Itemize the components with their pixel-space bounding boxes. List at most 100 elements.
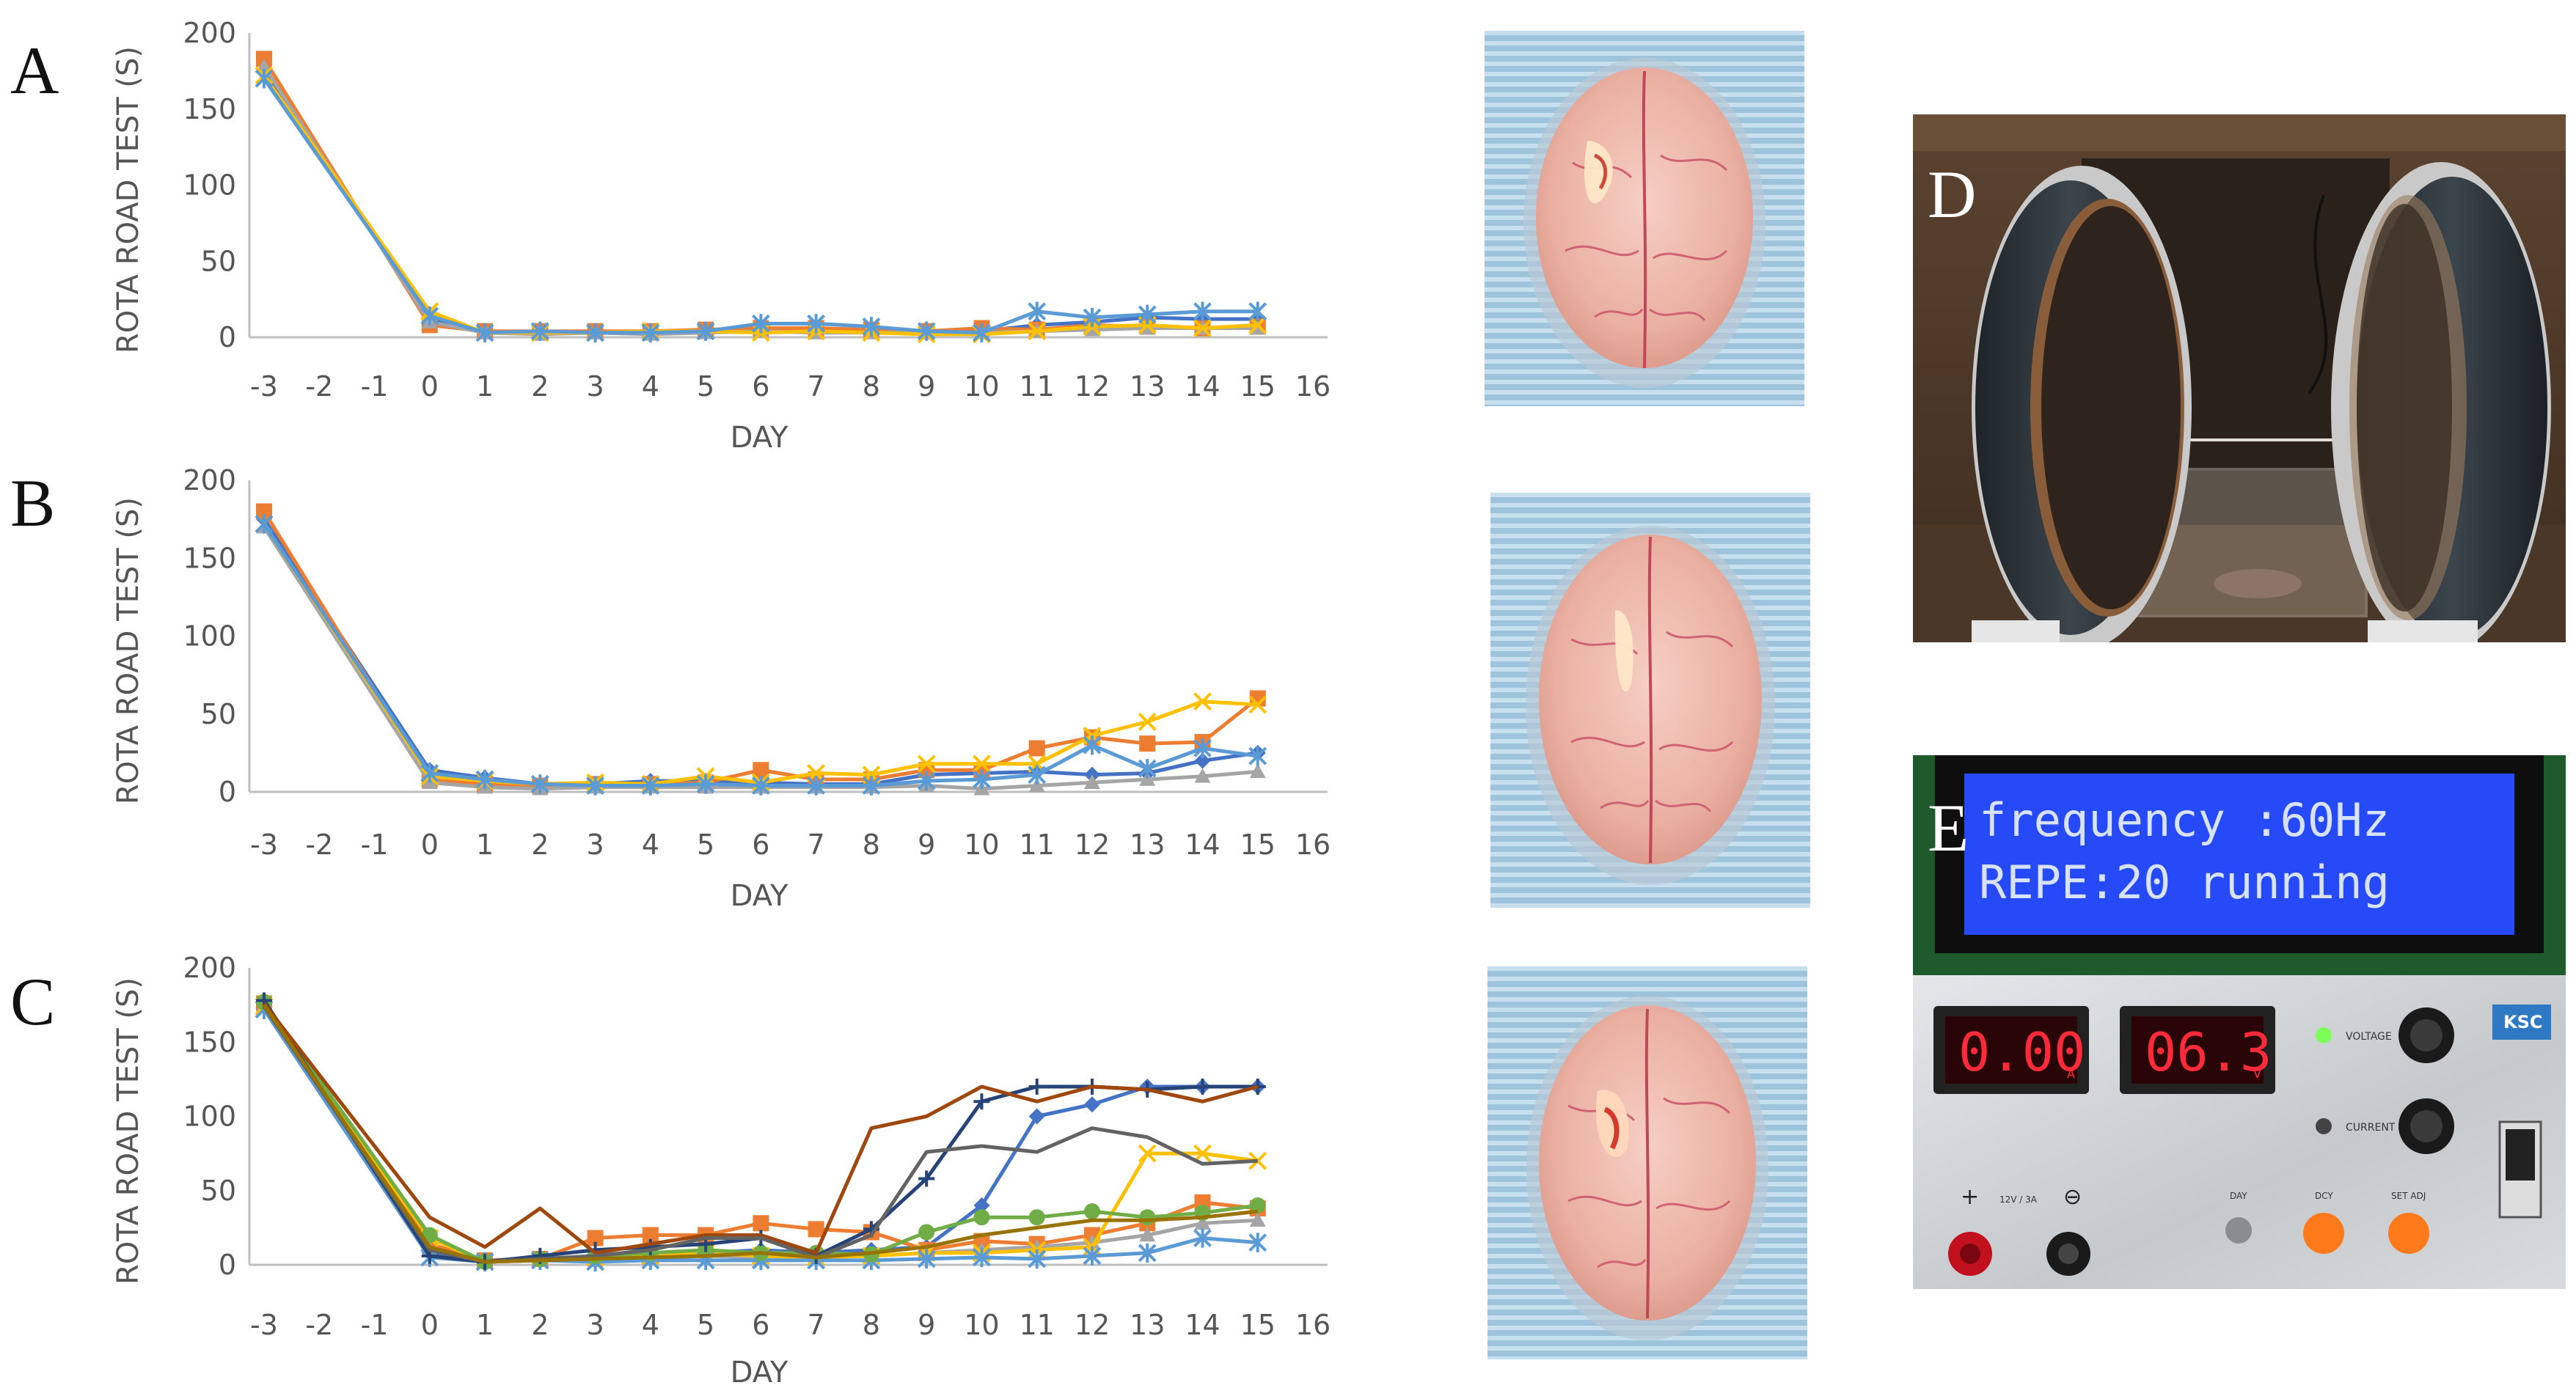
panel-label-c: C xyxy=(10,964,56,1039)
x-tick-label: 3 xyxy=(586,1309,604,1341)
button-3-label: SET ADJ xyxy=(2391,1191,2426,1201)
x-tick-label: 8 xyxy=(863,1309,880,1341)
panel-label-a: A xyxy=(10,33,59,108)
x-axis-label: DAY xyxy=(731,1356,788,1389)
data-point xyxy=(696,774,715,794)
brand-logo: KSC xyxy=(2503,1012,2543,1032)
x-tick-label: 2 xyxy=(531,370,549,403)
x-tick-label: 14 xyxy=(1185,1309,1220,1341)
x-tick-label: -1 xyxy=(361,829,389,861)
data-point xyxy=(753,762,769,779)
data-point xyxy=(1193,1144,1212,1163)
coil-apparatus-photo: D xyxy=(1913,114,2566,642)
data-point xyxy=(641,323,660,342)
x-tick-label: 12 xyxy=(1075,829,1110,861)
data-point xyxy=(1248,746,1267,766)
x-tick-label: 8 xyxy=(863,370,880,403)
data-point xyxy=(1083,1234,1100,1249)
data-point xyxy=(1028,1108,1045,1125)
y-tick-label: 0 xyxy=(219,776,236,808)
terminal-rating: 12V / 3A xyxy=(1999,1194,2038,1205)
y-tick-label: 50 xyxy=(201,245,236,277)
x-tick-label: 4 xyxy=(642,829,659,861)
data-point xyxy=(973,1247,991,1268)
series-5 xyxy=(255,69,1267,342)
data-point xyxy=(973,754,991,774)
x-tick-label: 12 xyxy=(1075,1309,1110,1341)
y-tick-label: 200 xyxy=(183,464,236,496)
y-tick-label: 100 xyxy=(183,169,236,202)
series-10 xyxy=(262,1004,1259,1264)
x-tick-label: 0 xyxy=(421,829,439,861)
data-point xyxy=(1028,301,1047,321)
y-axis-label: ROTA ROAD TEST (S) xyxy=(111,46,145,353)
x-tick-label: 10 xyxy=(964,1309,999,1341)
x-tick-label: 4 xyxy=(642,370,659,403)
x-tick-label: -2 xyxy=(305,829,333,861)
x-tick-label: -3 xyxy=(250,1309,278,1341)
x-tick-label: 0 xyxy=(421,370,439,403)
x-tick-label: 6 xyxy=(752,829,769,861)
series-line xyxy=(262,523,1259,787)
x-tick-label: -2 xyxy=(305,370,333,403)
data-point xyxy=(1193,319,1212,337)
x-tick-label: 1 xyxy=(476,1309,494,1341)
x-tick-label: 8 xyxy=(863,829,880,861)
day-button[interactable] xyxy=(2225,1217,2252,1244)
x-axis-label: DAY xyxy=(731,879,788,913)
x-tick-label: 5 xyxy=(697,370,714,403)
series-8 xyxy=(263,1002,1259,1255)
y-tick-label: 200 xyxy=(183,952,236,984)
ammeter-unit: A xyxy=(2067,1067,2075,1081)
data-point xyxy=(1193,692,1212,711)
x-tick-label: 2 xyxy=(531,1309,549,1341)
data-point xyxy=(1249,1212,1266,1227)
data-point xyxy=(751,314,770,334)
y-tick-label: 100 xyxy=(183,1101,236,1133)
x-tick-label: -3 xyxy=(250,370,278,403)
data-point xyxy=(1138,712,1157,731)
series-line xyxy=(262,77,1258,335)
data-point xyxy=(530,774,549,794)
x-axis-label: DAY xyxy=(731,421,788,455)
data-point xyxy=(1194,1079,1211,1095)
data-point xyxy=(1083,1096,1100,1113)
data-point xyxy=(1248,301,1267,321)
data-point xyxy=(1248,315,1267,334)
y-tick-label: 0 xyxy=(219,1249,236,1281)
x-tick-label: 1 xyxy=(476,370,494,403)
series-5 xyxy=(255,514,1267,796)
voltage-led-icon xyxy=(2316,1027,2332,1043)
y-axis-label: ROTA ROAD TEST (S) xyxy=(111,497,145,804)
dcy-button[interactable] xyxy=(2303,1213,2344,1254)
power-supply-photo: frequency :60Hz REPE:20 running E 0.00 A… xyxy=(1913,755,2566,1289)
data-point xyxy=(1193,301,1212,321)
data-point xyxy=(918,1224,935,1241)
data-point xyxy=(1248,1151,1267,1170)
x-tick-label: 3 xyxy=(586,829,604,861)
series-line xyxy=(262,1004,1259,1264)
data-point xyxy=(1028,322,1047,341)
data-point xyxy=(1139,771,1156,786)
data-point xyxy=(862,776,881,796)
set-adj-button[interactable] xyxy=(2388,1213,2429,1254)
data-point xyxy=(917,1249,936,1269)
y-tick-label: 50 xyxy=(201,1175,236,1207)
voltage-label: VOLTAGE xyxy=(2346,1031,2392,1043)
data-point xyxy=(1028,777,1045,793)
ammeter-readout: 0.00 xyxy=(1958,1021,2085,1083)
x-tick-label: 7 xyxy=(808,370,825,403)
button-2-label: DCY xyxy=(2315,1191,2333,1201)
x-tick-label: 4 xyxy=(642,1309,659,1341)
y-tick-label: 50 xyxy=(201,698,236,730)
data-point xyxy=(1193,1228,1212,1248)
x-tick-label: 12 xyxy=(1075,370,1110,403)
panel-label-b: B xyxy=(10,466,56,540)
data-point xyxy=(1083,735,1102,755)
data-point xyxy=(918,1170,935,1187)
data-point xyxy=(255,69,274,89)
data-point xyxy=(1139,1227,1156,1242)
x-tick-label: 7 xyxy=(808,1309,825,1341)
data-point xyxy=(642,1227,659,1244)
